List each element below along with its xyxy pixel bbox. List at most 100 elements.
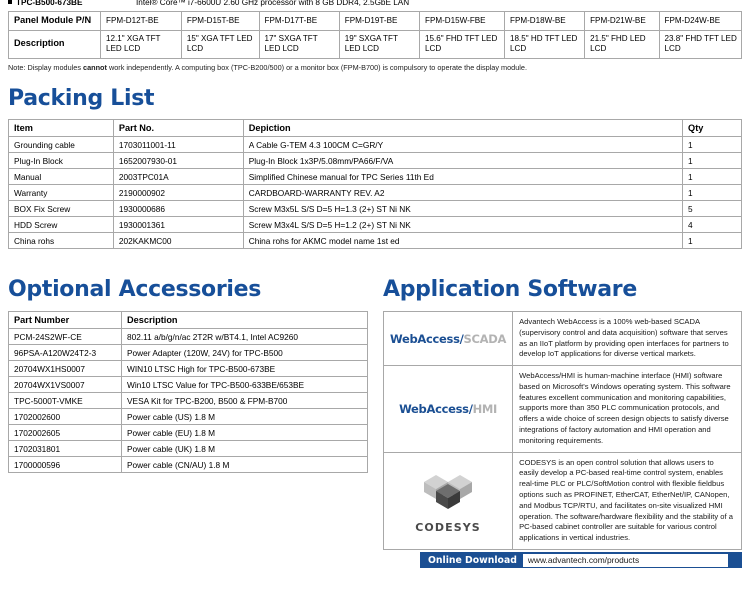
packing-cell-part: 1930000686 xyxy=(112,200,244,217)
packing-col-item: Item xyxy=(8,119,114,137)
application-software-heading: Application Software xyxy=(383,277,637,302)
webaccess-logo: WebAccess/SCADA xyxy=(382,310,514,367)
packing-cell-depiction: Simplified Chinese manual for TPC Series… xyxy=(242,168,684,185)
packing-cell-item: Grounding cable xyxy=(8,136,114,153)
packing-cell-item: Manual xyxy=(8,168,114,185)
panel-desc-4: 15.6" FHD TFT LED LCD xyxy=(419,29,506,59)
packing-cell-qty: 5 xyxy=(682,200,742,217)
webaccess-wordmark-secondary: SCADA xyxy=(463,331,507,346)
packing-cell-item: China rohs xyxy=(8,232,114,249)
packing-cell-part: 1652007930-01 xyxy=(112,152,244,169)
panel-desc-0: 12.1" XGA TFT LED LCD xyxy=(100,29,182,59)
table-row: HDD Screw 1930001361 Screw M3x4L S/S D=5 H… xyxy=(8,216,742,233)
online-download-url-box[interactable]: www.advantech.com/products xyxy=(522,553,728,567)
note-bold-word: cannot xyxy=(83,63,107,72)
acc-col-part-number: Part Number xyxy=(8,311,122,329)
packing-list-table: Item Part No. Depiction Qty Grounding ca… xyxy=(8,119,742,249)
acc-cell-part-number: 20704WX1VS0007 xyxy=(8,376,122,393)
optional-accessories-body: PCM-24S2WF-CE 802.11 a/b/g/n/ac 2T2R w/BT… xyxy=(8,328,368,473)
acc-cell-description: Power Adapter (120W, 24V) for TPC-B500 xyxy=(121,344,368,361)
panel-row-header-pn: Panel Module P/N xyxy=(8,11,101,31)
display-module-note: Note: Display modules cannot work indepe… xyxy=(8,63,527,72)
table-row: Manual 2003TPC01A Simplified Chinese manua… xyxy=(8,168,742,185)
packing-cell-depiction: A Cable G-TEM 4.3 100CM C=GR/Y xyxy=(242,136,684,153)
acc-cell-description: Power cable (UK) 1.8 M xyxy=(121,440,368,457)
panel-row-header-desc: Description xyxy=(8,29,101,59)
acc-cell-part-number: 1702002605 xyxy=(8,424,122,441)
packing-cell-part: 1930001361 xyxy=(112,216,244,233)
packing-cell-item: HDD Screw xyxy=(8,216,114,233)
table-row: 20704WX1HS0007 WIN10 LTSC High for TPC-B5… xyxy=(8,360,368,377)
packing-cell-qty: 1 xyxy=(682,168,742,185)
panel-pn-3: FPM-D19T-BE xyxy=(338,11,421,31)
packing-cell-part: 202KAKMC00 xyxy=(112,232,244,249)
application-software-table-wrapper: WebAccess/SCADA Advantech WebAccess is a … xyxy=(382,310,742,550)
codesys-cube-icon-holder xyxy=(415,466,481,519)
packing-cell-qty: 1 xyxy=(682,136,742,153)
online-download-url[interactable]: www.advantech.com/products xyxy=(527,555,640,565)
codesys-logo-group: CODESYS xyxy=(415,466,481,534)
acc-cell-part-number: 96PSA-A120W24T2-3 xyxy=(8,344,122,361)
panel-desc-1: 15" XGA TFT LED LCD xyxy=(180,29,260,59)
webaccess-wordmark-primary: WebAccess/ xyxy=(399,401,473,416)
panel-desc-3: 19" SXGA TFT LED LCD xyxy=(338,29,421,59)
table-row: 20704WX1VS0007 Win10 LTSC Value for TPC-B… xyxy=(8,376,368,393)
acc-cell-part-number: 20704WX1HS0007 xyxy=(8,360,122,377)
acc-cell-description: Power cable (EU) 1.8 M xyxy=(121,424,368,441)
table-row: Warranty 2190000902 CARDBOARD-WARRANTY REV… xyxy=(8,184,742,201)
table-row: PCM-24S2WF-CE 802.11 a/b/g/n/ac 2T2R w/BT… xyxy=(8,328,368,345)
note-prefix: Note: Display modules xyxy=(8,63,84,72)
packing-cell-qty: 1 xyxy=(682,152,742,169)
table-row: CODESYS CODESYS is an open control soluti… xyxy=(382,451,742,550)
online-download-bar: Online Download www.advantech.com/produc… xyxy=(420,552,742,568)
note-suffix: work independently. A computing box (TPC… xyxy=(106,63,528,72)
optional-accessories-table-wrapper: Part Number Description PCM-24S2WF-CE 802… xyxy=(8,311,368,473)
acc-cell-description: Power cable (CN/AU) 1.8 M xyxy=(121,456,368,473)
packing-cell-item: Plug-In Block xyxy=(8,152,114,169)
table-row: TPC-5000T-VMKE VESA Kit for TPC-B200, B50… xyxy=(8,392,368,409)
table-header-row: Item Part No. Depiction Qty xyxy=(8,119,742,137)
webaccess-wordmark-secondary: HMI xyxy=(472,401,498,416)
table-row: 1702031801 Power cable (UK) 1.8 M xyxy=(8,440,368,457)
panel-pn-6: FPM-D21W-BE xyxy=(584,11,660,31)
packing-cell-depiction: CARDBOARD-WARRANTY REV. A2 xyxy=(242,184,684,201)
table-row: WebAccess/SCADA Advantech WebAccess is a … xyxy=(382,310,742,367)
webaccess-wordmark: WebAccess/SCADA xyxy=(390,332,506,346)
panel-desc-7: 23.8" FHD TFT LED LCD xyxy=(658,29,743,59)
webaccess-logo: WebAccess/HMI xyxy=(382,365,514,453)
panel-desc-2: 17" SXGA TFT LED LCD xyxy=(258,29,340,59)
packing-cell-item: Warranty xyxy=(8,184,114,201)
packing-cell-depiction: China rohs for AKMC model name 1st ed xyxy=(242,232,684,249)
packing-cell-depiction: Plug-In Block 1x3P/5.08mm/PA66/F/VA xyxy=(242,152,684,169)
panel-desc-5: 18.5" HD TFT LED LCD xyxy=(504,29,586,59)
acc-cell-part-number: 1702031801 xyxy=(8,440,122,457)
packing-cell-depiction: Screw M3x5L S/S D=5 H=1.3 (2+) ST Ni NK xyxy=(242,200,684,217)
panel-pn-7: FPM-D24W-BE xyxy=(658,11,743,31)
panel-pn-5: FPM-D18W-BE xyxy=(504,11,586,31)
webaccess-wordmark: WebAccess/HMI xyxy=(390,402,506,416)
acc-cell-description: VESA Kit for TPC-B200, B500 & FPM-B700 xyxy=(121,392,368,409)
optional-accessories-table: Part Number Description PCM-24S2WF-CE 802… xyxy=(8,311,368,473)
acc-cell-part-number: 1700000596 xyxy=(8,456,122,473)
codesys-cube-icon xyxy=(424,474,473,509)
packing-cell-part: 1703011001-11 xyxy=(112,136,244,153)
top-sku-strip: TPC-B500-673BE Intel® Core™ i7-6600U 2.60… xyxy=(8,0,742,8)
panel-pn-2: FPM-D17T-BE xyxy=(258,11,340,31)
table-row: Grounding cable 1703011001-11 A Cable G-TE… xyxy=(8,136,742,153)
table-row: 96PSA-A120W24T2-3 Power Adapter (120W, 24… xyxy=(8,344,368,361)
webaccess-wordmark-primary: WebAccess/ xyxy=(390,331,464,346)
packing-cell-part: 2003TPC01A xyxy=(112,168,244,185)
packing-col-part: Part No. xyxy=(112,119,244,137)
packing-col-qty: Qty xyxy=(682,119,742,137)
acc-cell-description: Win10 LTSC Value for TPC-B500-633BE/653B… xyxy=(121,376,368,393)
table-row: Panel Module P/N FPM-D12T-BE FPM-D15T-BE… xyxy=(8,11,743,31)
panel-module-table: Panel Module P/N FPM-D12T-BE FPM-D15T-BE… xyxy=(8,11,743,59)
panel-module-table-wrapper: Panel Module P/N FPM-D12T-BE FPM-D15T-BE… xyxy=(8,11,743,59)
application-software-body: WebAccess/SCADA Advantech WebAccess is a … xyxy=(382,310,742,550)
table-row: 1702002605 Power cable (EU) 1.8 M xyxy=(8,424,368,441)
acc-cell-part-number: PCM-24S2WF-CE xyxy=(8,328,122,345)
acc-cell-description: WIN10 LTSC High for TPC-B500-673BE xyxy=(121,360,368,377)
codesys-wordmark: CODESYS xyxy=(415,520,481,534)
table-header-row: Part Number Description xyxy=(8,311,368,329)
acc-cell-description: 802.11 a/b/g/n/ac 2T2R w/BT4.1, Intel AC… xyxy=(121,328,368,345)
